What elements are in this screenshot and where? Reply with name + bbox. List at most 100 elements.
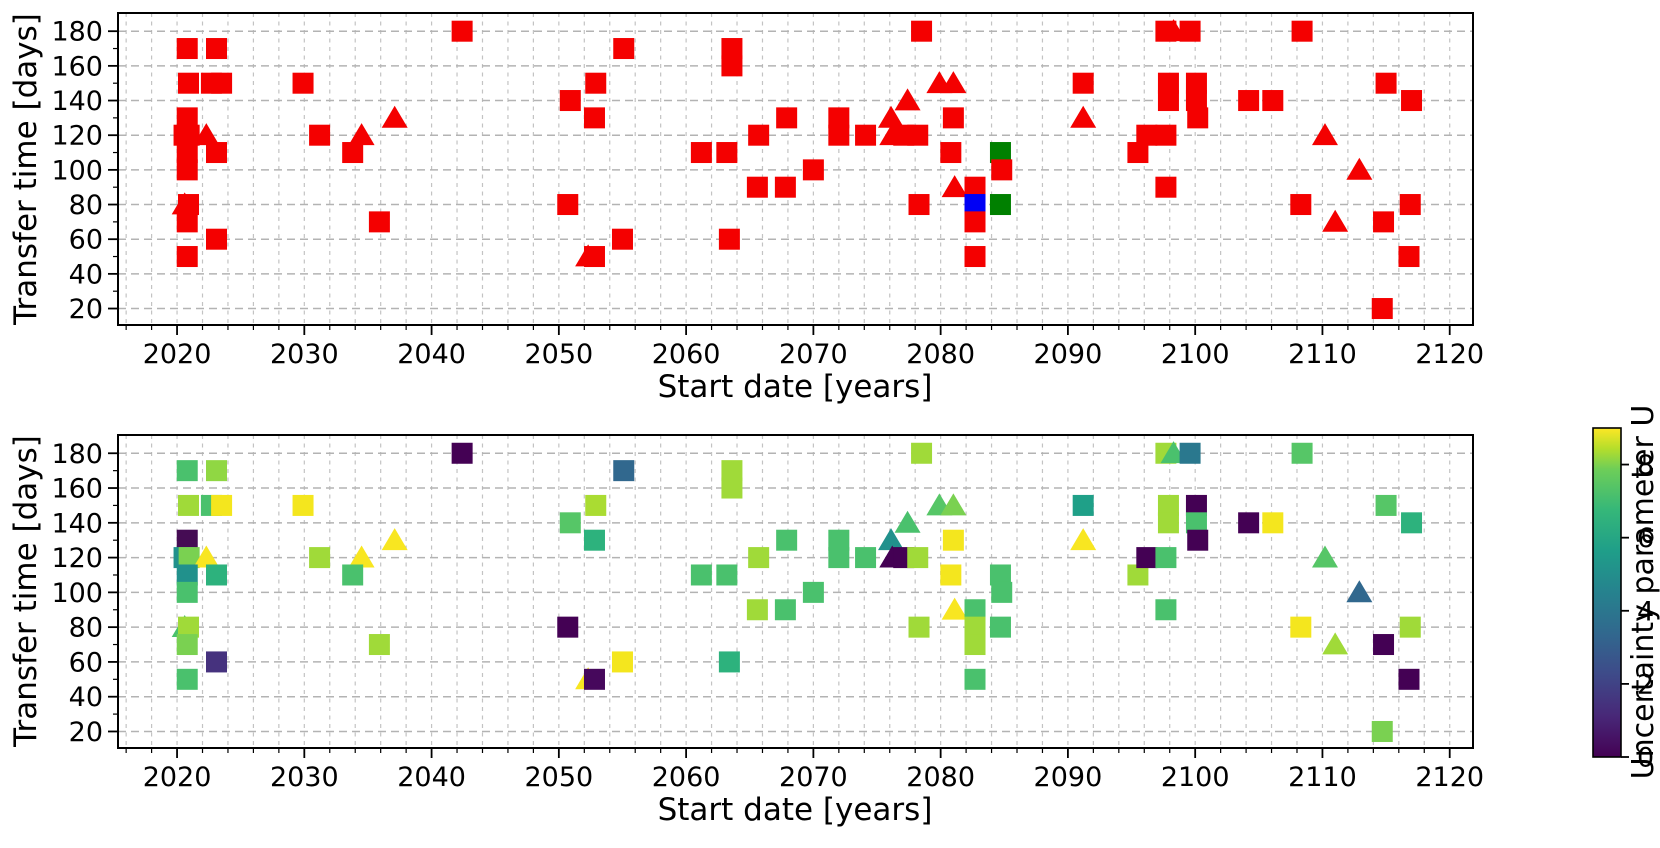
data-point-square: [1262, 512, 1284, 534]
data-point-square: [342, 564, 364, 586]
data-point-square: [1155, 547, 1177, 569]
data-point-triangle: [348, 545, 375, 568]
data-point-square: [585, 494, 607, 516]
data-point-triangle: [1322, 632, 1349, 655]
data-point-square: [690, 142, 712, 164]
data-point-square: [1290, 616, 1312, 638]
data-point-square: [828, 529, 850, 551]
tick-label: 2070: [779, 762, 848, 793]
data-point-square: [1373, 211, 1395, 233]
bottom-ylabel: Transfer time [days]: [8, 435, 44, 748]
data-point-square: [774, 176, 796, 198]
tick-label: 2120: [1415, 762, 1484, 793]
data-point-triangle: [381, 105, 408, 128]
data-point-square: [748, 547, 770, 569]
data-point-square: [178, 72, 200, 94]
data-point-square: [178, 547, 200, 569]
colorbar-bar: [1592, 427, 1622, 758]
data-point-square: [855, 124, 877, 146]
tick-label: 100: [51, 155, 103, 186]
tick-label: 2050: [524, 339, 593, 370]
tick-label: 100: [51, 578, 103, 609]
data-point-triangle: [1070, 528, 1097, 551]
data-point-square: [1179, 442, 1201, 464]
data-point-square: [964, 634, 986, 656]
data-point-square: [1136, 124, 1158, 146]
data-point-square: [206, 564, 228, 586]
tick-label: 2030: [270, 762, 339, 793]
bottom-frame: [117, 434, 1474, 749]
tick-label: 2060: [652, 339, 721, 370]
data-point-square: [721, 38, 743, 60]
data-point-square: [1157, 72, 1179, 94]
tick-label: 2110: [1288, 339, 1357, 370]
data-point-square: [721, 460, 743, 482]
bottom-xlabel: Start date [years]: [658, 792, 933, 828]
tick-label: 60: [69, 647, 103, 678]
data-point-triangle: [941, 175, 968, 198]
data-point-square: [1187, 107, 1209, 129]
tick-label: 0: [1637, 743, 1654, 774]
data-point-square: [178, 194, 200, 216]
top-ylabel: Transfer time [days]: [8, 13, 44, 326]
data-point-square: [1371, 298, 1393, 320]
data-point-square: [178, 124, 200, 146]
data-point-square: [1262, 90, 1284, 112]
data-point-square: [828, 107, 850, 129]
data-point-square: [342, 142, 364, 164]
top-frame: [117, 12, 1474, 326]
tick-label: 180: [51, 439, 103, 470]
data-point-square: [613, 38, 635, 60]
data-point-square: [1157, 494, 1179, 516]
data-point-triangle: [894, 510, 921, 533]
data-point-square: [176, 211, 198, 233]
data-point-square: [1290, 194, 1312, 216]
data-point-square: [611, 651, 633, 673]
data-point-square: [1375, 494, 1397, 516]
data-point-square: [557, 616, 579, 638]
data-point-square: [176, 529, 198, 551]
tick-label: 2020: [143, 339, 212, 370]
data-point-square: [1155, 599, 1177, 621]
data-point-square: [1399, 616, 1421, 638]
data-point-triangle: [940, 71, 967, 94]
data-point-square: [292, 72, 314, 94]
data-point-square: [206, 228, 228, 250]
bottom-ticks: 2020 2030 2040 2050 2060 2070 2080 2090 2100 2110…: [51, 439, 1484, 793]
data-point-square: [176, 564, 198, 586]
data-point-square: [206, 460, 228, 482]
data-point-square: [746, 599, 768, 621]
data-point-square: [1157, 512, 1179, 534]
top-panel: 2020 2030 2040 2050 2060 2070 2080 2090 2100 2110…: [8, 12, 1484, 405]
data-point-square: [989, 142, 1011, 164]
data-point-square: [451, 20, 473, 42]
tick-label: 2100: [1161, 339, 1230, 370]
data-point-square: [1185, 512, 1207, 534]
data-point-square: [292, 494, 314, 516]
data-point-square: [1401, 90, 1423, 112]
bottom-grid: [118, 435, 1473, 748]
tick-label: 2100: [1161, 762, 1230, 793]
data-point-square: [942, 107, 964, 129]
data-point-square: [911, 442, 933, 464]
data-point-square: [716, 142, 738, 164]
tick-label: 60: [69, 225, 103, 256]
tick-label: 6: [1637, 523, 1654, 554]
data-point-square: [368, 211, 390, 233]
data-point-square: [176, 460, 198, 482]
data-point-triangle: [941, 597, 968, 620]
data-point-triangle: [894, 88, 921, 111]
tick-label: 40: [69, 259, 103, 290]
data-point-square: [1398, 246, 1420, 268]
top-ticks: 2020 2030 2040 2050 2060 2070 2080 2090 2100 2110…: [51, 17, 1484, 370]
tick-label: 2110: [1288, 762, 1357, 793]
data-point-square: [989, 564, 1011, 586]
data-point-square: [585, 72, 607, 94]
data-point-square: [1127, 564, 1149, 586]
data-point-square: [583, 529, 605, 551]
data-point-triangle: [1070, 105, 1097, 128]
data-point-square: [211, 494, 233, 516]
data-point-square: [1072, 72, 1094, 94]
